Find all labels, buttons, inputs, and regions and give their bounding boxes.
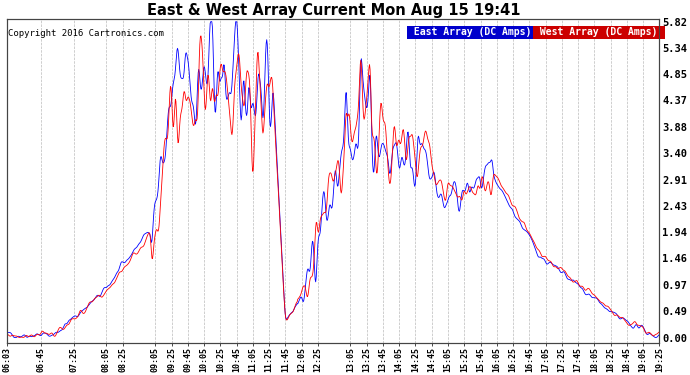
Title: East & West Array Current Mon Aug 15 19:41: East & West Array Current Mon Aug 15 19:… — [146, 3, 520, 18]
Text: Copyright 2016 Cartronics.com: Copyright 2016 Cartronics.com — [8, 28, 164, 38]
Text: West Array (DC Amps): West Array (DC Amps) — [534, 27, 664, 37]
Text: East Array (DC Amps): East Array (DC Amps) — [408, 27, 538, 37]
